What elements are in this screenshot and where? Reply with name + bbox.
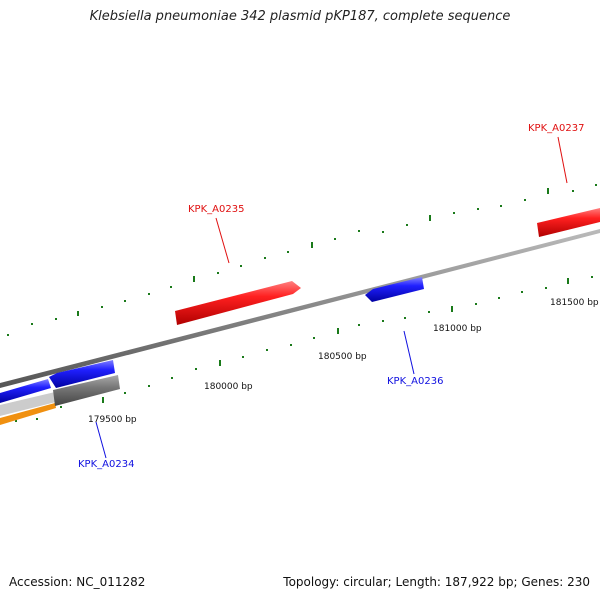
- gene-KPK_A0236-arrow[interactable]: [365, 277, 424, 302]
- summary-text: Topology: circular; Length: 187,922 bp; …: [283, 575, 590, 589]
- map-title: Klebsiella pneumoniae 342 plasmid pKP187…: [89, 9, 511, 24]
- orange-feature: [0, 403, 56, 425]
- gray-feature: [53, 375, 120, 406]
- tick-label: 180000 bp: [204, 382, 253, 392]
- gene-KPK_A0235-arrow[interactable]: [175, 281, 301, 325]
- gene-label-KPK_A0235[interactable]: KPK_A0235: [188, 204, 244, 215]
- gene-KPK_A0237-arrow[interactable]: [537, 208, 600, 237]
- light-gray-feature: [0, 392, 56, 416]
- tick-label: 181000 bp: [433, 324, 482, 334]
- gene-KPK_A0234-leader: [95, 421, 107, 459]
- tick-label: 180500 bp: [318, 352, 367, 362]
- gene-label-KPK_A0237[interactable]: KPK_A0237: [528, 123, 584, 134]
- sequence-backbone: [0, 229, 600, 388]
- gene-KPK_A0236-leader: [403, 330, 415, 375]
- reverse-gene-arrow[interactable]: [49, 360, 115, 388]
- gene-label-KPK_A0236[interactable]: KPK_A0236: [387, 376, 443, 387]
- gene-KPK_A0237-leader: [557, 136, 568, 184]
- forward-track-ticks: [7, 184, 597, 336]
- tick-label: 181500 bp: [550, 298, 599, 308]
- gene-label-KPK_A0234[interactable]: KPK_A0234: [78, 459, 134, 470]
- gene-KPK_A0234-arrow[interactable]: [0, 379, 51, 403]
- tick-label: 179500 bp: [88, 415, 137, 425]
- accession-text: Accession: NC_011282: [9, 575, 146, 589]
- gene-KPK_A0235-leader: [215, 217, 230, 264]
- reverse-track-ticks: [15, 276, 593, 422]
